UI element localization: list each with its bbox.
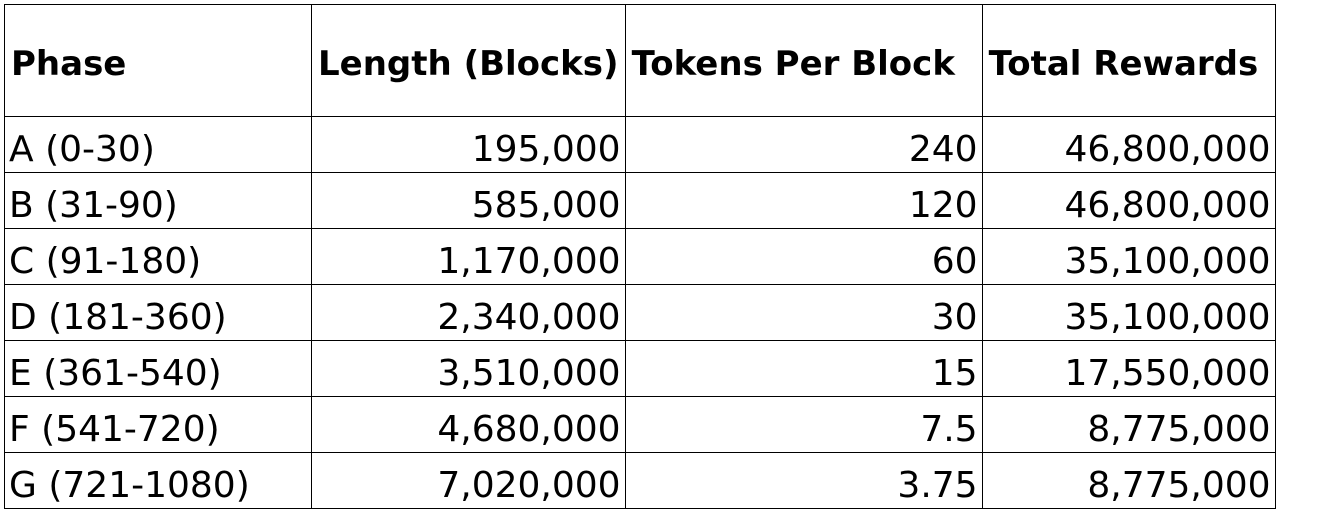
- phase-cell: B (31-90): [4, 172, 312, 229]
- header-length: Length (Blocks): [311, 4, 626, 117]
- total-cell: 8,775,000: [981, 452, 1276, 509]
- total-cell: 35,100,000: [981, 228, 1276, 285]
- length-cell: 2,340,000: [311, 284, 626, 341]
- total-cell: 8,775,000: [981, 396, 1276, 453]
- header-phase: Phase: [4, 4, 312, 117]
- tokens-cell: 3.75: [624, 452, 983, 509]
- tokens-cell: 7.5: [624, 396, 983, 453]
- table-row: A (0-30) 195,000 240 46,800,000: [4, 116, 1276, 173]
- tokens-cell: 30: [624, 284, 983, 341]
- length-cell: 585,000: [311, 172, 626, 229]
- length-cell: 1,170,000: [311, 228, 626, 285]
- total-cell: 46,800,000: [981, 116, 1276, 173]
- length-cell: 7,020,000: [311, 452, 626, 509]
- tokens-cell: 60: [624, 228, 983, 285]
- total-cell: 17,550,000: [981, 340, 1276, 397]
- total-cell: 46,800,000: [981, 172, 1276, 229]
- tokens-cell: 240: [624, 116, 983, 173]
- table-row: D (181-360) 2,340,000 30 35,100,000: [4, 284, 1276, 341]
- phase-cell: A (0-30): [4, 116, 312, 173]
- length-cell: 195,000: [311, 116, 626, 173]
- tokens-cell: 15: [624, 340, 983, 397]
- table-row: F (541-720) 4,680,000 7.5 8,775,000: [4, 396, 1276, 453]
- header-row: Phase Length (Blocks) Tokens Per Block T…: [4, 4, 1276, 117]
- phase-cell: C (91-180): [4, 228, 312, 285]
- length-cell: 4,680,000: [311, 396, 626, 453]
- header-tokens-per-block: Tokens Per Block: [624, 4, 983, 117]
- table-row: B (31-90) 585,000 120 46,800,000: [4, 172, 1276, 229]
- table-row: G (721-1080) 7,020,000 3.75 8,775,000: [4, 452, 1276, 509]
- phase-cell: E (361-540): [4, 340, 312, 397]
- table-row: C (91-180) 1,170,000 60 35,100,000: [4, 228, 1276, 285]
- table-row: E (361-540) 3,510,000 15 17,550,000: [4, 340, 1276, 397]
- phase-cell: F (541-720): [4, 396, 312, 453]
- phase-cell: D (181-360): [4, 284, 312, 341]
- tokens-cell: 120: [624, 172, 983, 229]
- phase-cell: G (721-1080): [4, 452, 312, 509]
- rewards-table: Phase Length (Blocks) Tokens Per Block T…: [4, 4, 1276, 509]
- total-cell: 35,100,000: [981, 284, 1276, 341]
- header-total-rewards: Total Rewards: [981, 4, 1276, 117]
- length-cell: 3,510,000: [311, 340, 626, 397]
